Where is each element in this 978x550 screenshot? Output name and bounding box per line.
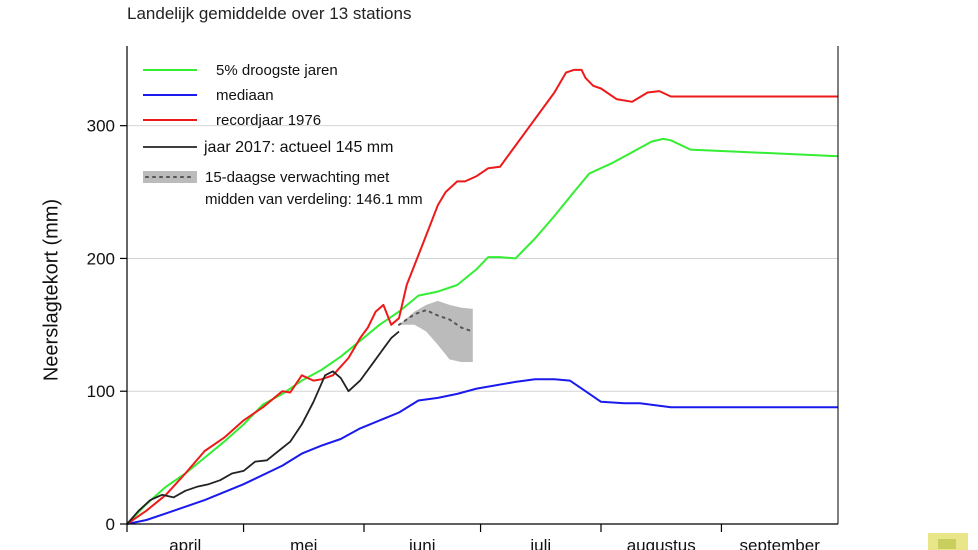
y-tick-label: 200 [87, 249, 115, 268]
y-tick-label: 300 [87, 117, 115, 136]
x-tick-label: september [740, 536, 821, 550]
legend-label: jaar 2017: actueel 145 mm [203, 139, 393, 156]
legend-label: recordjaar 1976 [216, 112, 321, 129]
legend-label: mediaan [216, 87, 274, 104]
legend-label: midden van verdeling: 146.1 mm [205, 191, 423, 208]
series-line [126, 378, 838, 525]
x-tick-label: april [169, 536, 201, 550]
forecast-mean-line [398, 309, 474, 333]
x-tick-label: juni [408, 536, 435, 550]
x-tick-label: juli [529, 536, 551, 550]
corner-logo [928, 533, 968, 550]
y-tick-label: 0 [106, 515, 115, 534]
y-tick-label: 100 [87, 382, 115, 401]
chart-title: Landelijk gemiddelde over 13 stations [127, 4, 412, 23]
forecast-band [399, 300, 473, 362]
series-line [126, 137, 839, 525]
series-line [126, 330, 400, 525]
x-tick-label: augustus [627, 536, 696, 550]
series-line [126, 68, 838, 525]
x-tick-label: mei [290, 536, 317, 550]
legend-label: 5% droogste jaren [216, 62, 338, 79]
legend-label: 15-daagse verwachting met [205, 169, 390, 186]
